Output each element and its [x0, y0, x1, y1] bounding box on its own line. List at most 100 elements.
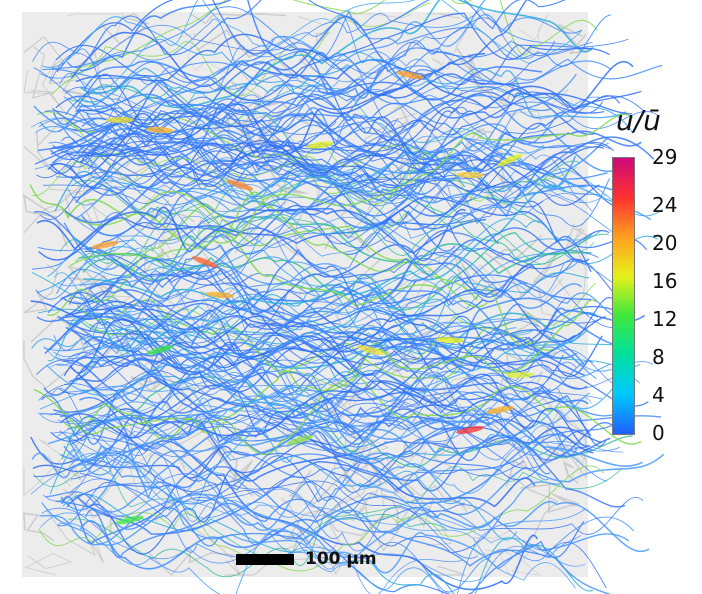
pore-texture-line	[45, 509, 105, 564]
colorbar-tick-label: 24	[652, 192, 678, 217]
streamline	[39, 472, 576, 589]
streamline	[48, 409, 491, 452]
pore-texture-line	[49, 188, 109, 226]
pore-texture-line	[563, 461, 579, 484]
velocity-hotspot	[506, 371, 534, 379]
streamline	[52, 81, 642, 165]
velocity-hotspot	[486, 405, 514, 415]
pore-texture-line	[376, 104, 409, 158]
colorbar-tick-label: 29	[652, 145, 678, 169]
streamline	[82, 0, 583, 90]
streamline	[50, 137, 470, 177]
streamline	[30, 408, 603, 479]
pore-texture-line	[393, 440, 428, 496]
colorbar-tick-label: 16	[652, 268, 678, 293]
pore-texture-line	[224, 555, 278, 576]
velocity-hotspot	[206, 291, 234, 299]
streamline	[33, 38, 629, 150]
streamline	[83, 60, 620, 197]
streamline	[44, 289, 606, 359]
streamline	[64, 299, 597, 440]
streamline	[57, 508, 586, 594]
streamline	[68, 437, 478, 559]
streamline	[43, 300, 586, 396]
streamline	[49, 312, 360, 387]
streamline	[69, 297, 641, 389]
streamline	[40, 413, 584, 494]
streamline	[79, 433, 577, 570]
pore-texture-line	[323, 230, 370, 253]
streamline	[39, 317, 654, 410]
pore-texture-line	[346, 112, 418, 172]
streamline	[85, 181, 489, 262]
streamline	[63, 425, 650, 553]
pore-texture-line	[314, 469, 379, 568]
pore-texture-line	[565, 446, 587, 479]
streamline	[70, 307, 646, 413]
streamline	[63, 357, 589, 444]
streamline	[45, 423, 615, 513]
streamline	[62, 493, 594, 594]
pore-texture-line	[59, 490, 112, 534]
streamline	[68, 513, 448, 578]
velocity-hotspot	[436, 336, 464, 344]
pore-texture-line	[455, 24, 504, 103]
pore-texture-line	[515, 13, 549, 55]
pore-texture-line	[189, 13, 286, 25]
streamline	[52, 397, 624, 460]
streamline	[35, 249, 599, 313]
streamline	[50, 17, 593, 82]
velocity-hotspot	[116, 515, 144, 525]
pore-texture-line	[147, 550, 236, 577]
streamline	[29, 184, 443, 307]
streamline	[40, 8, 574, 79]
colorbar-tick-label: 8	[652, 344, 665, 369]
velocity-hotspot	[286, 434, 314, 446]
pore-texture-line	[31, 46, 54, 99]
velocity-hotspot	[226, 179, 254, 191]
streamline	[42, 349, 621, 502]
streamline	[31, 395, 578, 479]
streamline	[61, 248, 592, 331]
streamline	[64, 377, 500, 459]
velocity-hotspot	[106, 116, 134, 124]
streamline	[47, 162, 610, 310]
streamline	[75, 109, 600, 206]
pore-texture-line	[24, 553, 73, 576]
pore-texture-line	[497, 548, 541, 576]
pore-texture-line	[23, 438, 65, 497]
velocity-hotspot	[497, 153, 523, 167]
velocity-hotspot	[306, 141, 334, 149]
streamline	[36, 206, 487, 254]
streamline	[60, 442, 665, 546]
streamline	[52, 141, 544, 208]
colorbar-title: u/ū	[616, 104, 661, 137]
pore-texture-line	[194, 443, 254, 488]
streamline	[68, 261, 636, 330]
velocity-hotspot	[191, 256, 219, 268]
streamline	[41, 463, 465, 546]
pore-texture-line	[557, 23, 589, 55]
streamline	[69, 113, 634, 267]
velocity-hotspot	[456, 426, 484, 434]
streamline	[59, 351, 644, 467]
streamline	[71, 169, 541, 224]
streamline	[55, 325, 597, 380]
pore-texture-line	[23, 150, 91, 234]
streamline	[42, 61, 524, 102]
velocity-hotspot	[91, 240, 119, 250]
streamline	[79, 0, 596, 136]
streamline	[88, 370, 591, 461]
velocity-hotspot	[146, 126, 174, 134]
streamline	[79, 458, 525, 545]
streamline	[32, 41, 337, 136]
streamline	[57, 385, 603, 442]
colorbar-gradient	[612, 157, 635, 435]
streamline	[89, 440, 461, 555]
streamline	[70, 478, 635, 593]
pore-texture-line	[23, 35, 78, 85]
pore-texture-line	[23, 57, 65, 113]
streamline	[84, 250, 616, 376]
